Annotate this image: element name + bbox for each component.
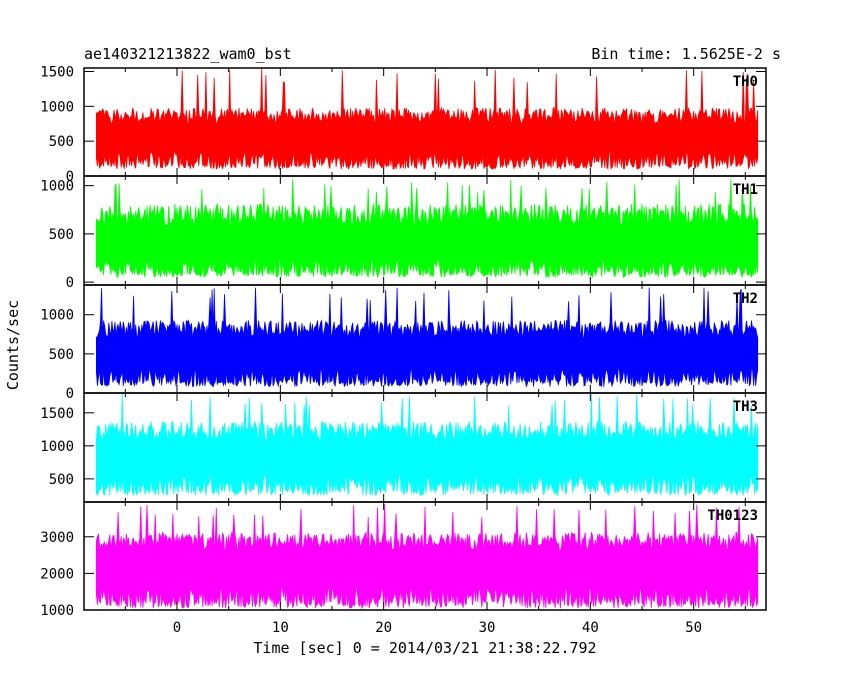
x-tick-label: 40 [582,620,599,636]
panel-label-th3: TH3 [733,399,758,415]
y-tick-label: 1000 [40,308,74,324]
y-tick-label: 1500 [40,406,74,422]
panel-label-th1: TH1 [733,182,758,198]
y-tick-label: 1000 [40,179,74,195]
panel-label-th0123: TH0123 [707,508,758,524]
panel-label-th2: TH2 [733,291,758,307]
y-tick-label: 3000 [40,530,74,546]
y-tick-label: 1500 [40,64,74,80]
y-axis-label: Counts/sec [4,300,22,390]
series-th3 [96,393,759,497]
y-tick-label: 0 [66,275,74,291]
y-tick-label: 1000 [40,99,74,115]
y-tick-label: 1000 [40,603,74,619]
y-tick-label: 500 [49,227,74,243]
y-tick-label: 500 [49,134,74,150]
x-tick-label: 20 [375,620,392,636]
y-tick-label: 2000 [40,566,74,582]
x-tick-label: 0 [173,620,181,636]
y-tick-label: 0 [66,169,74,185]
chart-title-right: Bin time: 1.5625E-2 s [591,45,781,63]
x-tick-label: 50 [685,620,702,636]
x-axis-label: Time [sec] 0 = 2014/03/21 21:38:22.792 [253,639,596,657]
panel-frame-th0123 [83,501,767,611]
series-th0123 [96,503,759,610]
x-tick-label: 30 [479,620,496,636]
x-tick-label: 10 [272,620,289,636]
series-th0 [96,68,759,171]
series-th1 [96,178,759,279]
series-th2 [96,287,759,388]
y-tick-label: 500 [49,347,74,363]
y-tick-label: 1000 [40,439,74,455]
y-tick-label: 0 [66,386,74,402]
panel-label-th0: TH0 [733,74,758,90]
y-tick-label: 500 [49,472,74,488]
chart-title-left: ae140321213822_wam0_bst [84,45,292,63]
